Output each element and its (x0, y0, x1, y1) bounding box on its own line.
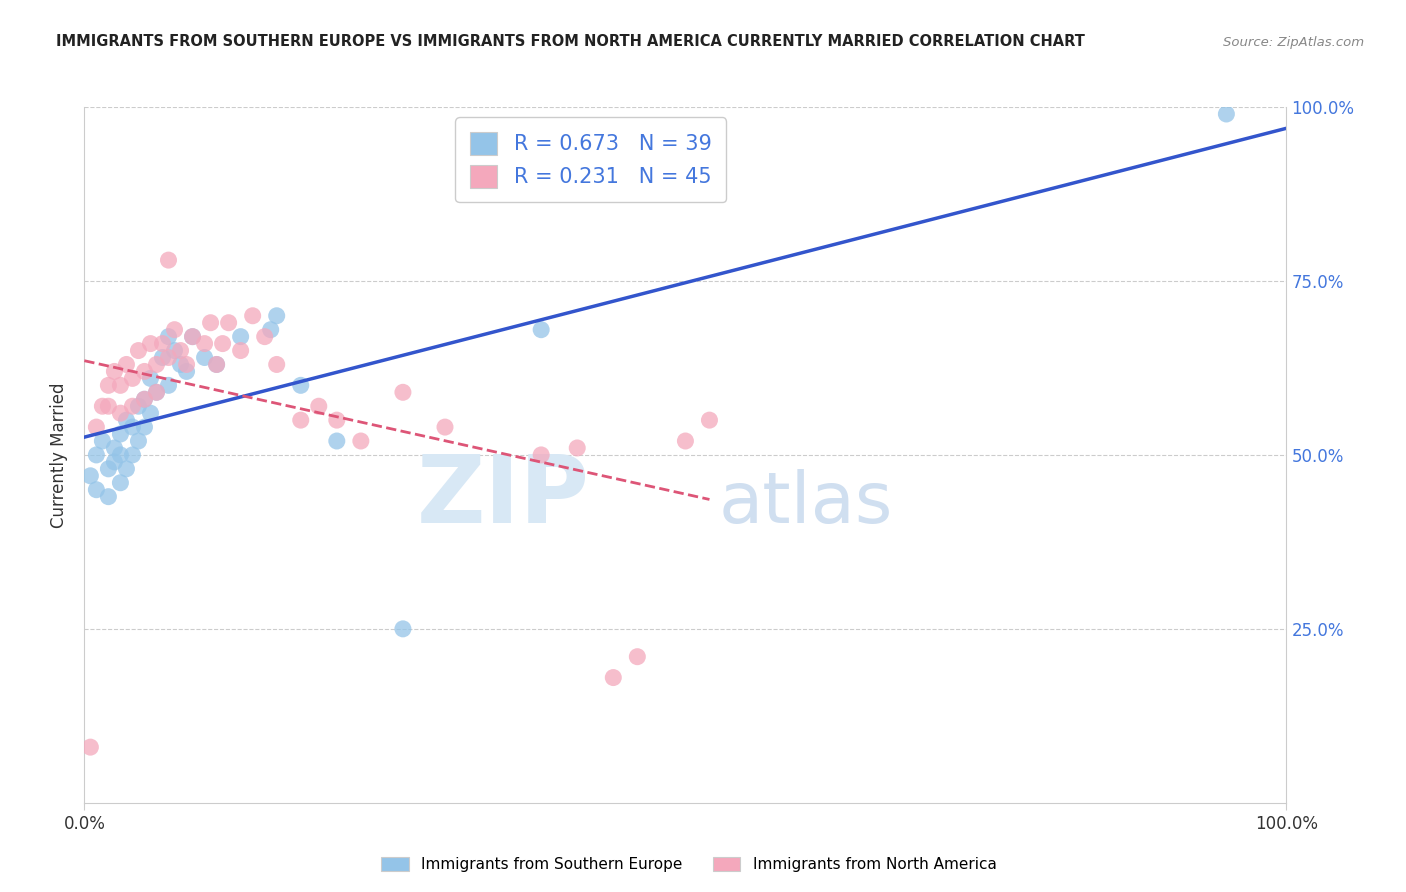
Point (134, 420, 156, 434)
Point (97, 462, 120, 476)
Point (127, 399, 149, 413)
Point (163, 323, 186, 337)
Point (308, 399, 330, 413)
Point (127, 343, 149, 358)
Point (290, 378, 312, 392)
Point (326, 413, 349, 427)
Point (392, 385, 415, 400)
Point (97, 399, 120, 413)
Point (121, 448, 143, 462)
Point (211, 336, 233, 351)
Point (145, 385, 167, 400)
Point (110, 448, 132, 462)
Point (176, 358, 198, 372)
Point (115, 358, 138, 372)
Point (699, 413, 721, 427)
Legend: R = 0.673   N = 39, R = 0.231   N = 45: R = 0.673 N = 39, R = 0.231 N = 45 (456, 118, 727, 202)
Point (434, 420, 457, 434)
Point (266, 358, 288, 372)
Point (266, 309, 288, 323)
Point (86, 420, 108, 434)
Point (181, 329, 204, 343)
Point (134, 392, 156, 407)
Point (127, 434, 149, 448)
Point (181, 329, 204, 343)
Point (86, 483, 108, 497)
Point (79, 468, 101, 483)
Point (218, 316, 240, 330)
Point (139, 406, 162, 420)
Point (115, 462, 138, 476)
Point (163, 343, 186, 358)
Point (110, 427, 132, 442)
Text: Source: ZipAtlas.com: Source: ZipAtlas.com (1223, 36, 1364, 49)
Point (229, 343, 252, 358)
Point (139, 371, 162, 385)
Point (530, 448, 553, 462)
Point (103, 364, 125, 378)
Point (152, 351, 174, 365)
Point (194, 351, 217, 365)
Point (145, 358, 167, 372)
Point (200, 316, 222, 330)
Point (242, 309, 264, 323)
Point (1215, 107, 1237, 121)
Point (152, 336, 174, 351)
Point (134, 364, 156, 378)
Point (626, 649, 648, 664)
Point (290, 413, 312, 427)
Point (103, 441, 125, 455)
Point (86, 448, 108, 462)
Point (121, 399, 143, 413)
Point (169, 343, 191, 358)
Point (115, 413, 138, 427)
Point (121, 371, 143, 385)
Text: ZIP: ZIP (416, 450, 589, 542)
Point (260, 323, 283, 337)
Point (530, 323, 553, 337)
Point (229, 329, 252, 343)
Point (157, 351, 180, 365)
Text: IMMIGRANTS FROM SOUTHERN EUROPE VS IMMIGRANTS FROM NORTH AMERICA CURRENTLY MARRI: IMMIGRANTS FROM SOUTHERN EUROPE VS IMMIG… (56, 34, 1085, 49)
Point (103, 455, 125, 469)
Point (157, 253, 180, 268)
Point (392, 622, 415, 636)
Point (139, 336, 162, 351)
Point (176, 364, 198, 378)
Point (79, 740, 101, 755)
Point (205, 358, 228, 372)
Point (157, 329, 180, 343)
Y-axis label: Currently Married: Currently Married (51, 382, 69, 528)
Point (675, 434, 697, 448)
Point (110, 475, 132, 490)
Point (169, 358, 191, 372)
Legend: Immigrants from Southern Europe, Immigrants from North America: Immigrants from Southern Europe, Immigra… (374, 849, 1004, 880)
Point (326, 434, 349, 448)
Point (602, 671, 624, 685)
Point (110, 406, 132, 420)
Point (121, 420, 143, 434)
Point (157, 378, 180, 392)
Text: atlas: atlas (718, 469, 893, 538)
Point (134, 392, 156, 407)
Point (350, 434, 373, 448)
Point (205, 358, 228, 372)
Point (91, 399, 114, 413)
Point (97, 378, 120, 392)
Point (194, 336, 217, 351)
Point (145, 385, 167, 400)
Point (110, 378, 132, 392)
Point (91, 434, 114, 448)
Point (253, 329, 276, 343)
Point (567, 441, 589, 455)
Point (97, 490, 120, 504)
